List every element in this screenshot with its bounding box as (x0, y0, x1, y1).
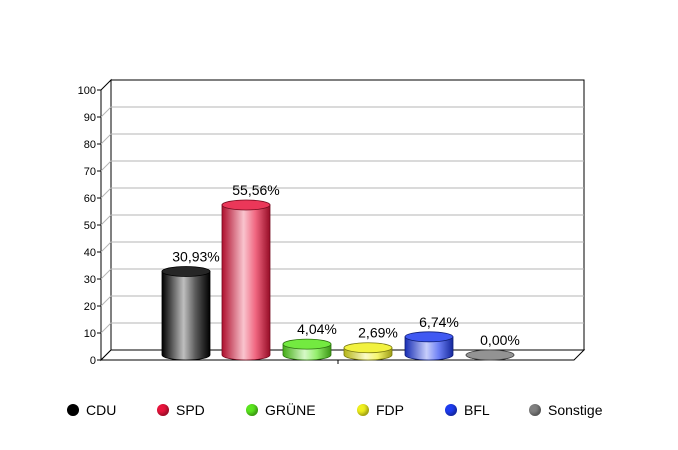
legend-swatch (445, 404, 457, 416)
gridline-side (100, 268, 112, 280)
bar-cap (282, 338, 332, 350)
y-tick-label: 30 (84, 274, 96, 286)
y-tick-label: 10 (84, 328, 96, 340)
gridline-side (100, 295, 112, 307)
y-tick-label: 80 (84, 139, 96, 151)
bar-cap (221, 199, 271, 211)
legend-label: SPD (176, 402, 205, 418)
legend-label: FDP (376, 402, 404, 418)
bar-spd (221, 199, 271, 361)
gridline-side (100, 241, 112, 253)
data-label: 55,56% (232, 182, 279, 198)
bar-cap (343, 342, 393, 354)
gridline-side (100, 322, 112, 334)
y-tick-label: 20 (84, 301, 96, 313)
data-label: 30,93% (172, 248, 219, 264)
bar-body (221, 204, 271, 361)
bar-sonstige (465, 349, 515, 361)
y-tick-label: 100 (78, 85, 96, 97)
data-label: 6,74% (419, 314, 459, 330)
y-tick-label: 90 (84, 112, 96, 124)
bar-cap (161, 266, 211, 277)
gridline-side (100, 133, 112, 145)
y-tick-label: 70 (84, 166, 96, 178)
gridline-side (100, 187, 112, 199)
gridline-side (100, 214, 112, 226)
y-tick-label: 40 (84, 247, 96, 259)
legend-item-cdu: CDU (67, 402, 116, 418)
data-label: 4,04% (297, 321, 337, 337)
gridline-side (100, 160, 112, 172)
data-label: 0,00% (480, 332, 520, 348)
legend-swatch (67, 404, 79, 416)
legend-item-bfl: BFL (445, 402, 490, 418)
legend-item-sonstige: Sonstige (529, 402, 602, 418)
bar-body (404, 336, 454, 361)
bar-cap (465, 349, 515, 361)
y-tick-label: 50 (84, 220, 96, 232)
legend-swatch (529, 404, 541, 416)
bar-body (161, 271, 211, 361)
legend-item-fdp: FDP (357, 402, 404, 418)
legend-swatch (357, 404, 369, 416)
legend-label: GRÜNE (265, 402, 316, 418)
legend-swatch (157, 404, 169, 416)
legend-label: CDU (86, 402, 117, 418)
data-label: 2,69% (358, 325, 398, 341)
legend-swatch (246, 404, 258, 416)
y-tick-label: 0 (90, 355, 96, 367)
gridline-side (100, 106, 112, 118)
bar-fdp (343, 342, 393, 361)
bar-grüne (282, 338, 332, 361)
bar-cdu (161, 266, 211, 361)
legend-label: Sonstige (548, 402, 603, 418)
y-axis: 0 10 20 30 40 50 60 70 80 90 100 (78, 85, 339, 367)
bar-chart: 0 10 20 30 40 50 60 70 80 90 100 30,93% 55,56% 4,04%… (78, 78, 586, 367)
legend-label: BFL (464, 402, 490, 418)
bar-cap (404, 331, 454, 343)
legend-item-grüne: GRÜNE (246, 402, 316, 418)
bars (161, 199, 515, 361)
bar-bfl (404, 331, 454, 361)
legend-item-spd: SPD (157, 402, 205, 418)
data-labels: 30,93% 55,56% 4,04% 2,69% 6,74% 0,00% (172, 182, 520, 348)
y-tick-label: 60 (84, 193, 96, 205)
legend: CDU SPD GRÜNE FDP BFL Sonstige (0, 398, 678, 426)
